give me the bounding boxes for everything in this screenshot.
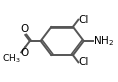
Text: O: O bbox=[21, 24, 29, 34]
Text: CH$_3$: CH$_3$ bbox=[2, 53, 21, 65]
Text: Cl: Cl bbox=[79, 15, 89, 25]
Text: O: O bbox=[21, 48, 29, 58]
Text: Cl: Cl bbox=[79, 57, 89, 67]
Text: NH$_2$: NH$_2$ bbox=[93, 34, 115, 48]
